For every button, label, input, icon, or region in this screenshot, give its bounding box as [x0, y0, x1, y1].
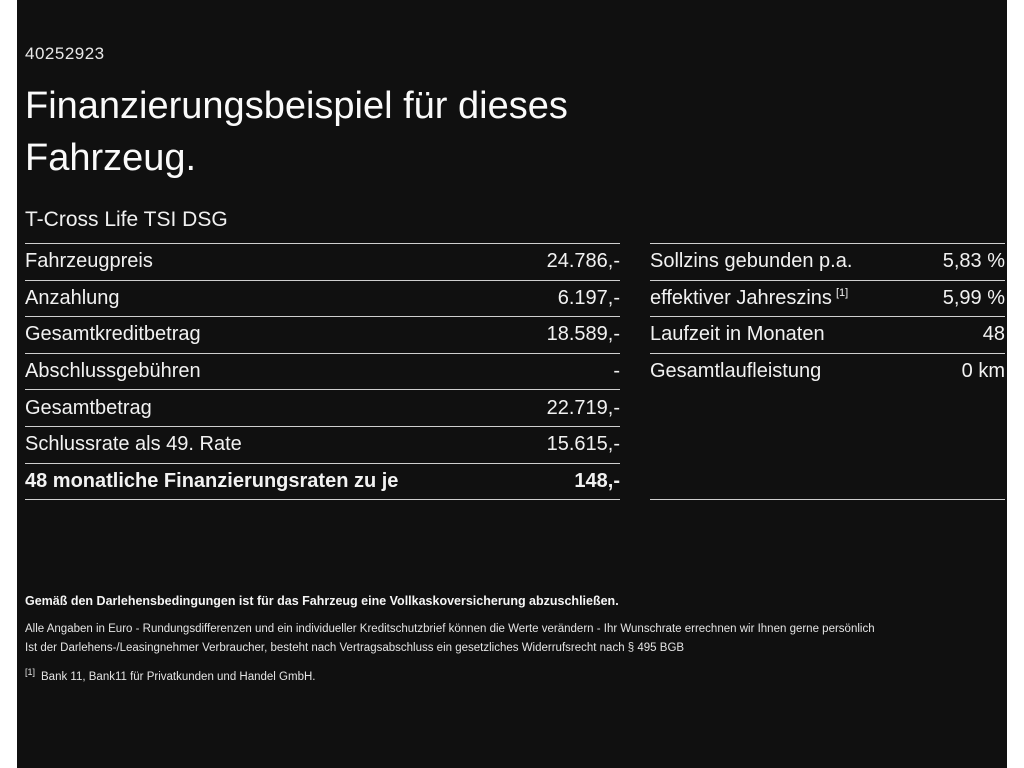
page-title: Finanzierungsbeispiel für dieses Fahrzeug… — [25, 80, 568, 184]
row-abschlussgebuehren: Abschlussgebühren - — [25, 352, 620, 390]
row-label: Laufzeit in Monaten — [650, 323, 825, 346]
finance-table-right: Sollzins gebunden p.a. 5,83 % effektiver… — [650, 243, 1005, 501]
row-value: 18.589,- — [546, 323, 620, 346]
disclaimer-euro-note: Alle Angaben in Euro - Rundungsdifferenz… — [25, 623, 875, 635]
vehicle-id: 40252923 — [25, 44, 105, 63]
row-effektiver-jahreszins: effektiver Jahreszins [1] 5,99 % — [650, 279, 1005, 317]
page-title-line2: Fahrzeug. — [25, 137, 197, 179]
row-label: 48 monatliche Finanzierungsraten zu je — [25, 469, 399, 492]
left-edge-bar — [0, 0, 17, 768]
row-value: 22.719,- — [546, 396, 620, 419]
row-label: effektiver Jahreszins [1] — [650, 287, 848, 310]
legal-footer: Gemäß den Darlehensbedingungen ist für d… — [25, 594, 990, 683]
disclaimer-widerrufsrecht: Ist der Darlehens-/Leasingnehmer Verbrau… — [25, 642, 685, 654]
page-title-line1: Finanzierungsbeispiel für dieses — [25, 85, 568, 127]
content-area: 40252923 Finanzierungsbeispiel für diese… — [25, 0, 1005, 768]
row-fahrzeugpreis: Fahrzeugpreis 24.786,- — [25, 243, 620, 280]
row-monatliche-raten: 48 monatliche Finanzierungsraten zu je 1… — [25, 462, 620, 500]
row-schlussrate: Schlussrate als 49. Rate 15.615,- — [25, 425, 620, 463]
row-anzahlung: Anzahlung 6.197,- — [25, 279, 620, 317]
row-value: 5,99 % — [942, 286, 1005, 309]
row-value: 6.197,- — [557, 286, 620, 309]
footnote-marker: [1] — [835, 287, 849, 300]
row-value: 24.786,- — [546, 250, 620, 273]
row-label: Gesamtkreditbetrag — [25, 323, 201, 346]
row-value: - — [613, 360, 620, 383]
insurance-note: Gemäß den Darlehensbedingungen ist für d… — [25, 594, 619, 608]
row-value: 15.615,- — [546, 433, 620, 456]
row-label-text: effektiver Jahreszins — [650, 286, 832, 309]
row-label: Fahrzeugpreis — [25, 250, 153, 273]
row-value: 48 — [982, 323, 1005, 346]
row-label: Gesamtlaufleistung — [650, 360, 822, 383]
row-laufzeit: Laufzeit in Monaten 48 — [650, 316, 1005, 353]
row-sollzins: Sollzins gebunden p.a. 5,83 % — [650, 243, 1005, 280]
row-value: 5,83 % — [942, 250, 1005, 273]
row-gesamtlaufleistung: Gesamtlaufleistung 0 km — [650, 352, 1005, 390]
row-gesamtkreditbetrag: Gesamtkreditbetrag 18.589,- — [25, 316, 620, 353]
footnote-text: Bank 11, Bank11 für Privatkunden und Han… — [41, 670, 316, 683]
finance-tables: Fahrzeugpreis 24.786,- Anzahlung 6.197,-… — [25, 243, 1005, 501]
vehicle-model: T-Cross Life TSI DSG — [25, 208, 228, 231]
row-gesamtbetrag: Gesamtbetrag 22.719,- — [25, 389, 620, 426]
bank-footnote: [1] Bank 11, Bank11 für Privatkunden und … — [25, 667, 990, 683]
row-label: Schlussrate als 49. Rate — [25, 433, 242, 456]
row-label: Gesamtbetrag — [25, 396, 152, 419]
row-value: 148,- — [574, 469, 620, 492]
right-edge-bar — [1007, 0, 1024, 768]
row-label: Anzahlung — [25, 286, 120, 309]
footnote-ref: [1] — [25, 667, 36, 677]
row-label: Sollzins gebunden p.a. — [650, 250, 853, 273]
row-label: Abschlussgebühren — [25, 360, 201, 383]
row-value: 0 km — [961, 360, 1005, 383]
finance-table-left: Fahrzeugpreis 24.786,- Anzahlung 6.197,-… — [25, 243, 620, 501]
